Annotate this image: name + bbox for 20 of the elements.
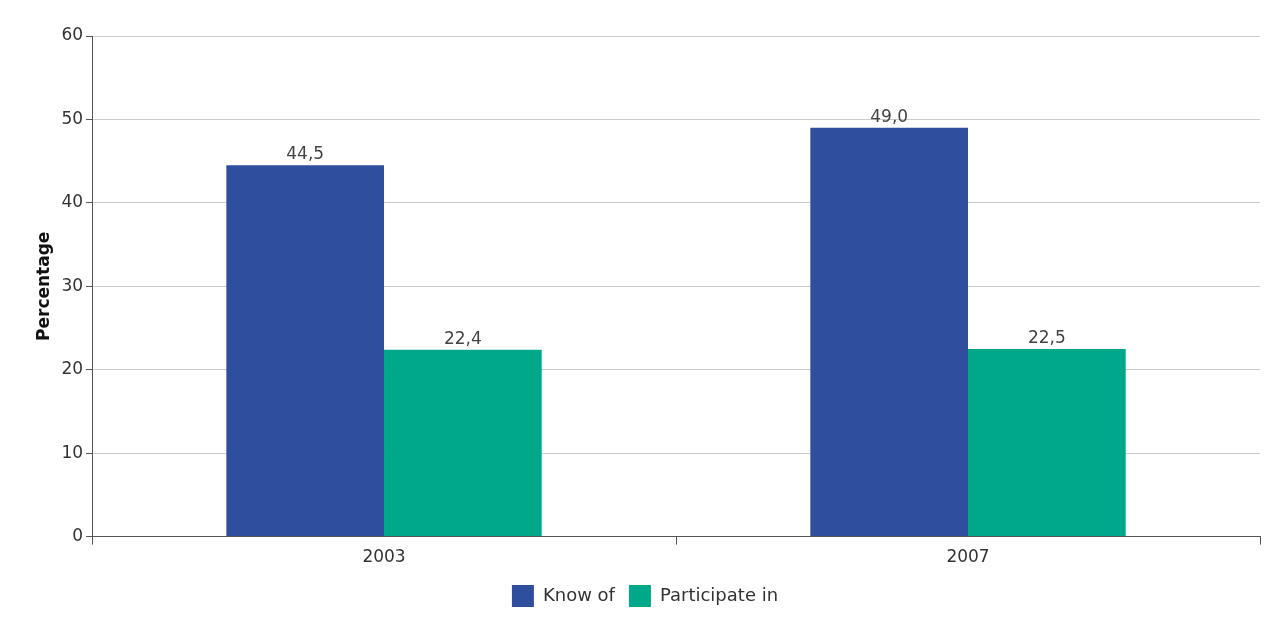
legend-label: Know of [542, 583, 616, 605]
y-tick-label: 0 [72, 525, 84, 546]
data-label: 22,5 [1027, 326, 1066, 347]
data-label: 44,5 [286, 143, 325, 164]
x-tick-label: 2003 [362, 546, 406, 567]
bar [968, 348, 1126, 537]
data-label: 22,4 [443, 327, 482, 348]
data-label: 49,0 [870, 105, 909, 126]
y-tick-label: 30 [61, 274, 84, 295]
x-tick-label: 2007 [946, 546, 990, 567]
y-tick-label: 10 [61, 441, 84, 462]
bar [226, 165, 385, 537]
y-tick-label: 40 [61, 191, 84, 212]
y-tick-label: 60 [61, 24, 84, 45]
bar [384, 349, 542, 537]
bar [810, 127, 969, 537]
y-tick-label: 20 [61, 358, 84, 379]
legend-label: Participate in [659, 583, 779, 605]
y-tick-label: 50 [61, 107, 84, 128]
y-axis-title: Percentage [32, 231, 53, 341]
